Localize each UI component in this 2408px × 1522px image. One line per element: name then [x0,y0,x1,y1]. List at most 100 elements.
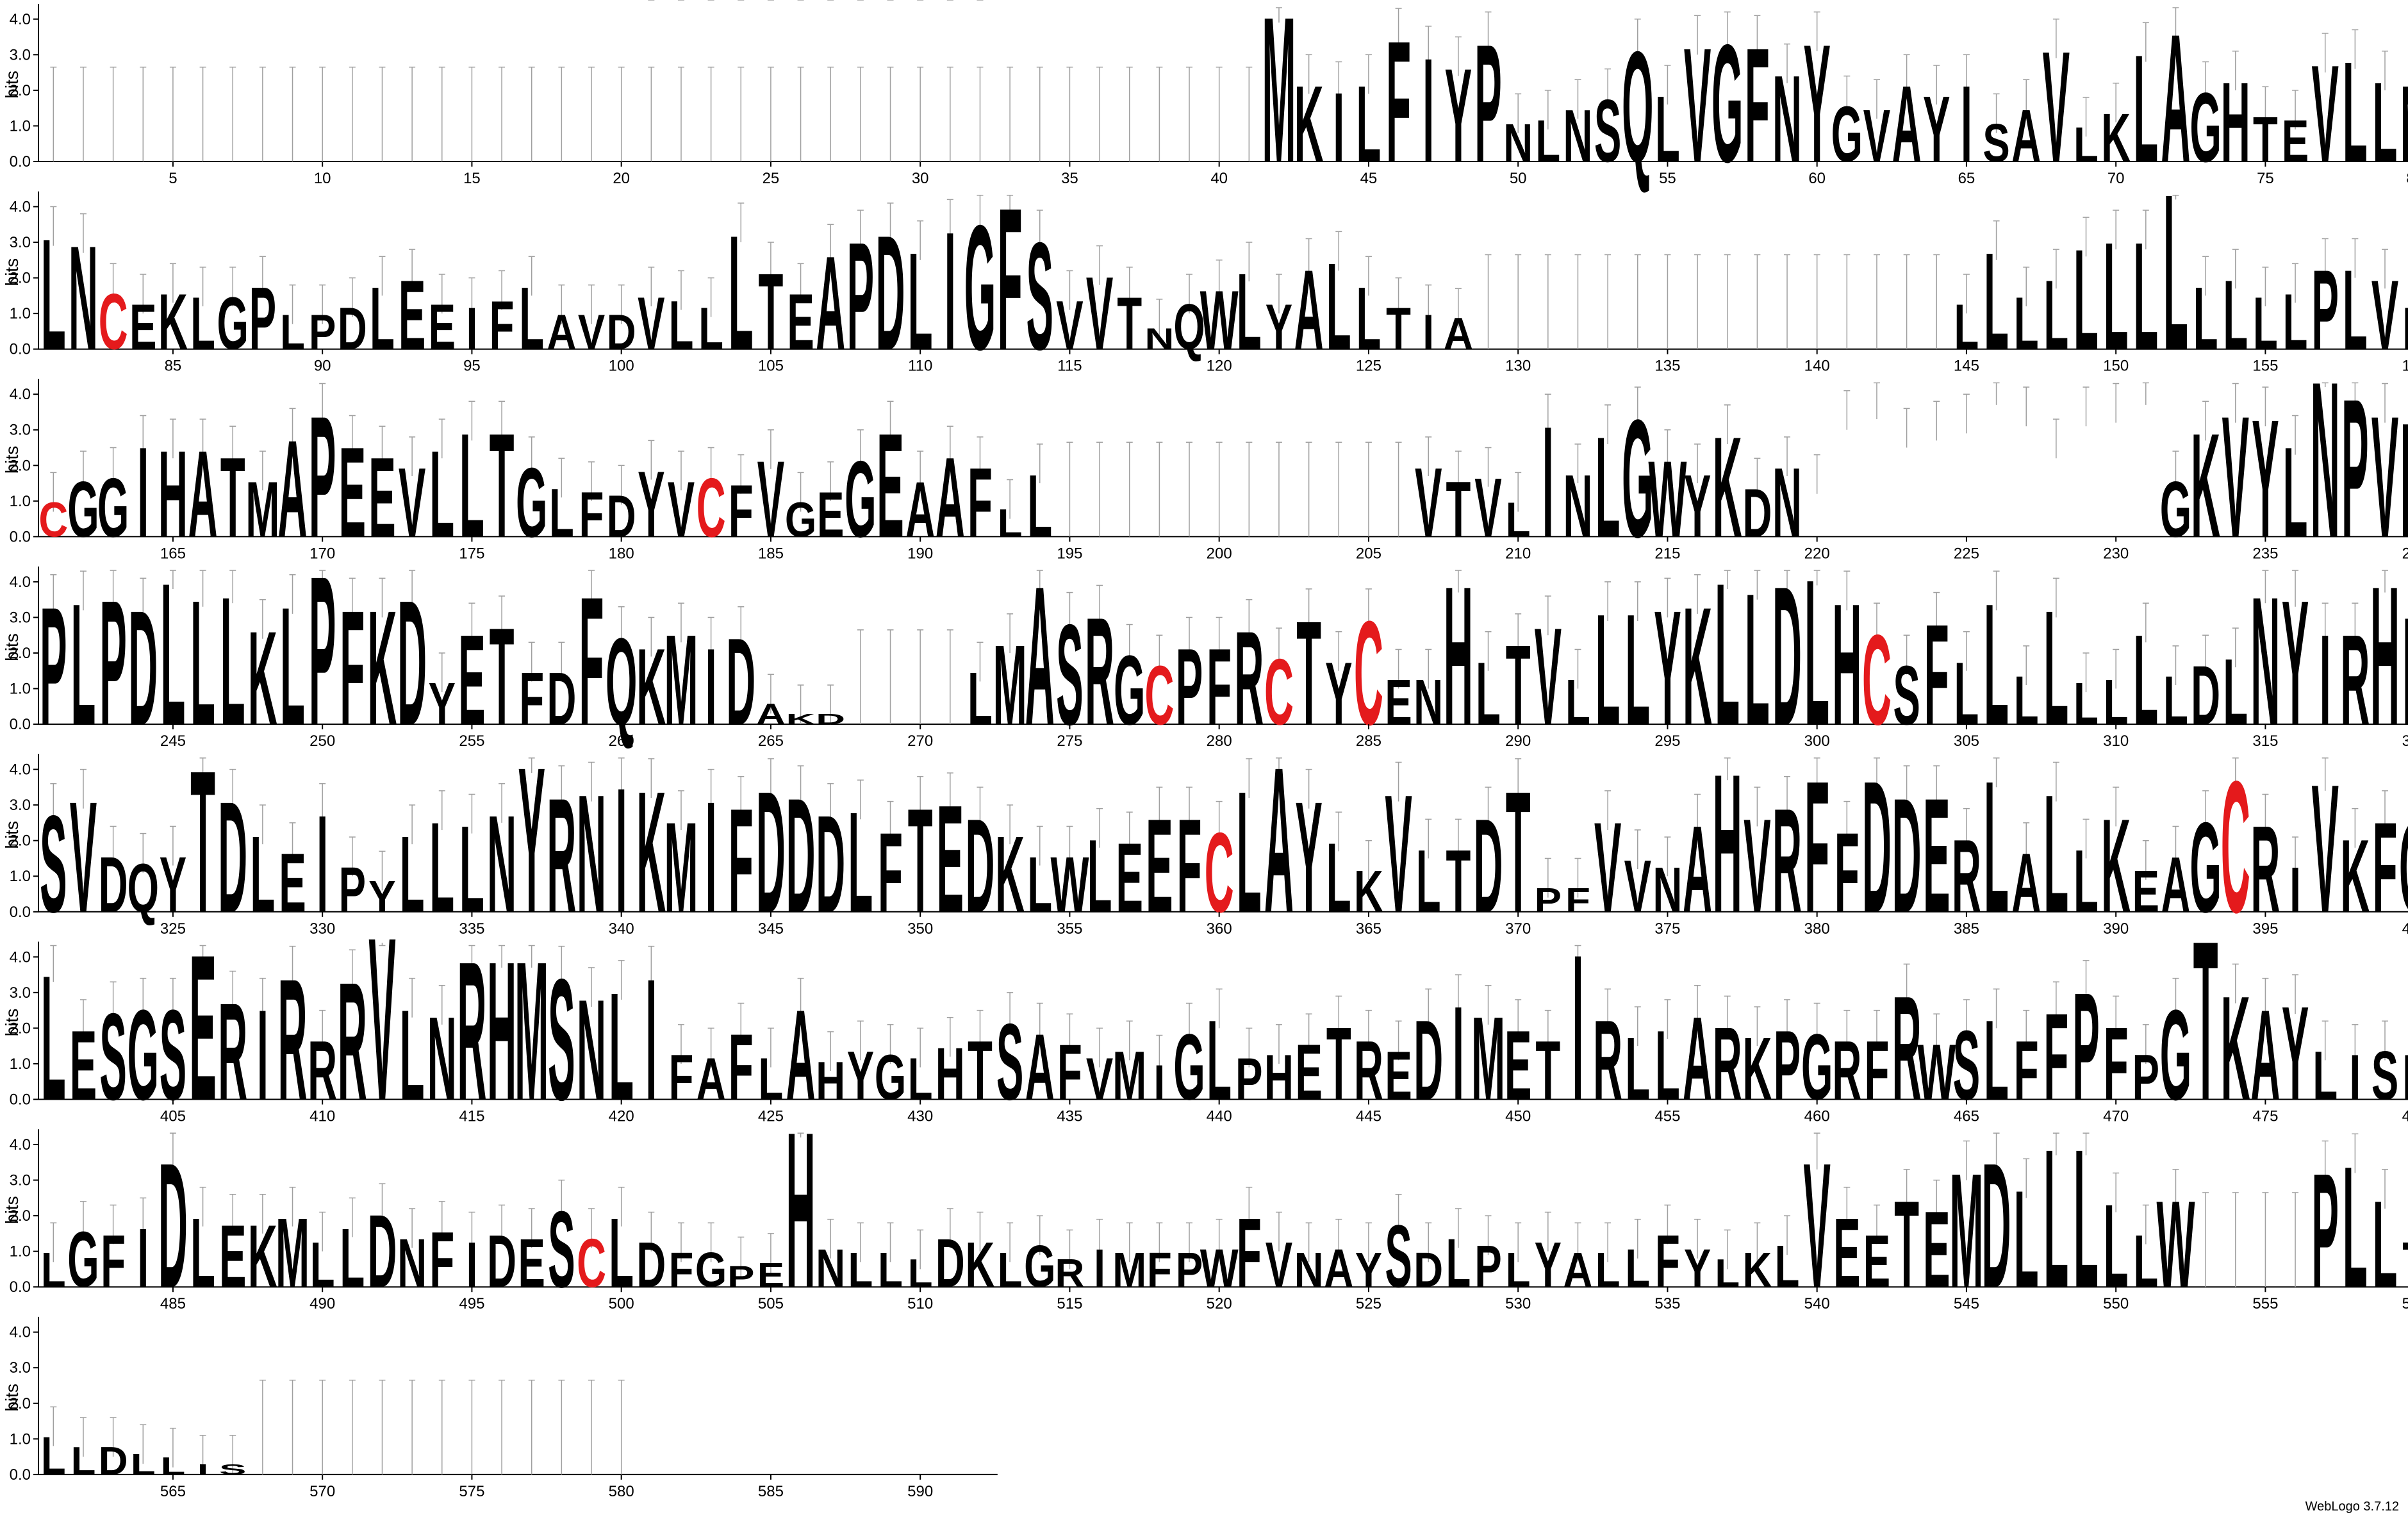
residue-glyph: G [2160,982,2191,1127]
residue-glyph: D [1892,765,1922,947]
residue-glyph: L [280,573,305,761]
residue-glyph: L [2074,117,2099,172]
residue-glyph: N [2311,335,2340,584]
residue-glyph: V [668,465,695,553]
residue-glyph: L [340,1211,365,1305]
y-tick-label: 0.0 [10,153,31,170]
residue-glyph: S [99,988,126,1126]
residue-glyph: I [705,627,717,748]
residue-glyph: M [664,608,698,752]
x-tick-label: 120 [1207,358,1232,375]
residue-glyph: R [1085,587,1114,758]
residue-glyph: P [1774,1011,1801,1121]
residue-glyph: P [2341,358,2368,579]
x-tick-label: 100 [609,358,634,375]
residue-glyph: Y [2282,979,2309,1128]
residue-glyph: Y [429,670,456,737]
residue-glyph: D [218,770,247,946]
y-tick-label: 3.0 [10,609,31,626]
y-tick-label: 2.0 [10,1020,31,1037]
x-tick-label: 180 [609,545,634,562]
residue-glyph: L [1984,567,2009,761]
residue-glyph: L [2343,31,2368,192]
residue-glyph: D [936,1225,965,1302]
residue-glyph: L [519,269,544,368]
residue-glyph: R [457,921,486,1142]
residue-glyph: I [1961,64,1972,185]
residue-glyph: T [759,251,784,372]
residue-glyph: P [847,211,874,383]
residue-glyph: V [1385,760,1412,948]
x-tick-label: 335 [459,920,484,938]
y-axis-label: bits [2,821,22,849]
residue-glyph: A [1025,546,1055,767]
residue-glyph: L [280,304,305,360]
residue-glyph: P [99,563,126,762]
residue-glyph: L [400,814,425,935]
residue-glyph: D [966,791,995,941]
residue-glyph: S [548,942,575,1136]
residue-glyph: P [1235,1046,1262,1113]
x-tick-label: 165 [160,545,186,562]
residue-glyph: F [2402,295,2408,362]
residue-glyph: D [1414,997,1443,1124]
x-tick-label: 445 [1356,1108,1381,1125]
residue-glyph: I [1542,395,1554,571]
residue-glyph: I [1423,27,1434,193]
x-tick-label: 395 [2252,920,2278,938]
residue-glyph: Y [847,1037,874,1114]
residue-glyph: N [577,970,606,1130]
x-tick-label: 580 [609,1483,634,1500]
residue-glyph: K [248,1206,277,1306]
residue-glyph: G [2399,795,2408,939]
residue-glyph: S [160,982,186,1127]
x-tick-label: 95 [463,358,481,375]
residue-glyph: D [338,295,367,362]
residue-glyph: E [189,913,216,1144]
residue-glyph: L [190,283,215,365]
residue-glyph: L [609,1198,634,1309]
residue-glyph: F [519,658,544,740]
residue-glyph: L [71,1439,96,1484]
residue-glyph: L [131,1448,156,1481]
residue-glyph: V [2312,37,2339,192]
residue-glyph: D [128,577,158,759]
residue-glyph: L [2223,260,2248,371]
residue-glyph: G [845,439,876,560]
residue-glyph: S [1983,112,2009,173]
residue-glyph: I [2350,1041,2361,1113]
weblogo-credit: WebLogo 3.7.12 [2305,1500,2399,1514]
residue-glyph: S [1027,211,1053,383]
residue-glyph: N [1772,51,1802,188]
residue-glyph: K [1294,64,1324,185]
residue-glyph: H [2221,59,2250,186]
residue-glyph: C [1144,649,1174,742]
residue-glyph: F [1835,809,1860,936]
residue-glyph: I [1154,1055,1166,1110]
y-axis-label: bits [2,1196,22,1224]
residue-glyph: V [757,439,784,560]
residue-glyph: E [129,291,156,363]
residue-glyph: G [1711,10,1743,198]
y-tick-label: 1.0 [10,681,31,698]
residue-glyph: K [2191,402,2220,568]
residue-glyph: L [1476,643,1501,743]
residue-glyph: L [1087,819,1112,934]
residue-glyph: F [101,1220,126,1303]
residue-glyph: D [1982,1126,2011,1325]
residue-glyph: L [1326,238,1351,376]
residue-glyph: R [278,942,308,1136]
residue-glyph: D [487,1220,516,1303]
y-tick-label: 0.0 [10,904,31,921]
residue-glyph: F [2043,988,2068,1126]
residue-glyph: F [2014,1023,2039,1117]
residue-glyph: I [1094,1237,1105,1298]
residue-glyph: L [1984,997,2009,1124]
residue-glyph: F [878,809,903,936]
x-tick-label: 130 [1505,358,1531,375]
residue-glyph: C [1205,809,1234,936]
residue-glyph: R [1952,819,1981,934]
residue-glyph: K [2340,819,2370,934]
residue-glyph: H [2370,546,2400,767]
